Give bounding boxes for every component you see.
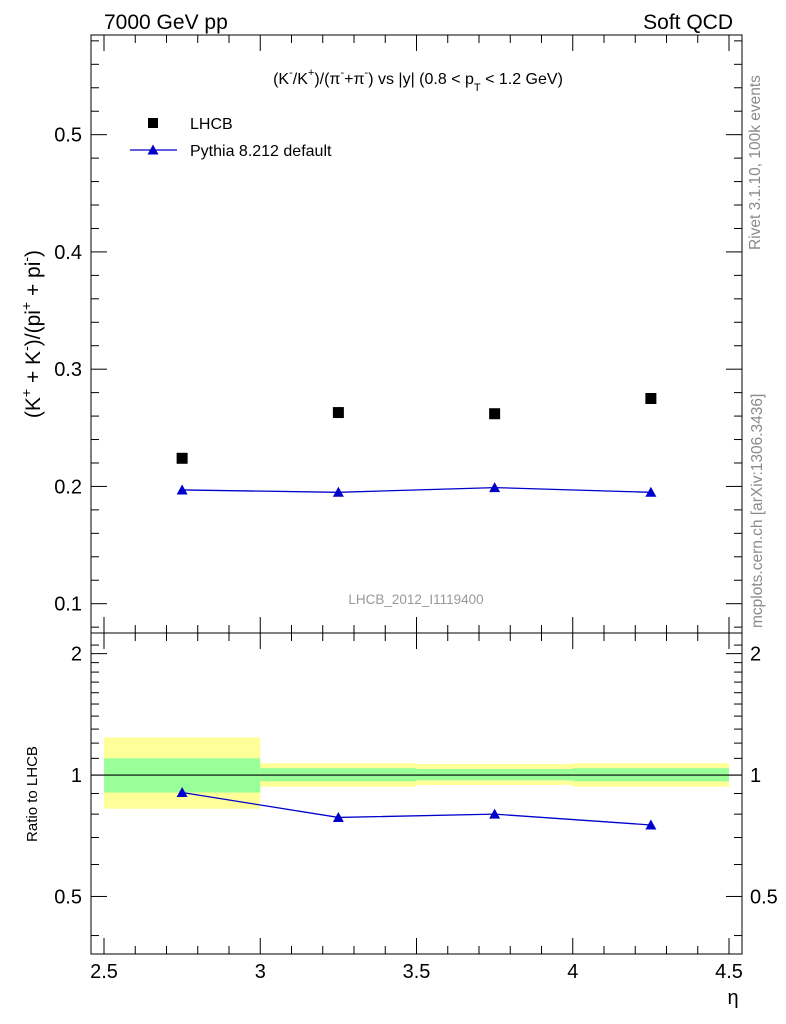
ratio-y-tick-label-right: 2 [750,644,761,666]
y-tick-label: 0.1 [54,594,82,616]
x-tick-label: 4.5 [715,961,743,983]
x-tick-label: 3.5 [403,961,431,983]
ratio-y-tick-label-right: 0.5 [750,886,778,908]
y-tick-label: 0.4 [54,242,82,264]
header-right: Soft QCD [643,11,733,34]
y-tick-label: 0.3 [54,359,82,381]
plot-title: (K-/K+)/(π-+π-) vs |y| (0.8 < pT < 1.2 G… [273,67,563,94]
ratio-y-tick-label: 0.5 [54,886,82,908]
ratio-y-axis-label: Ratio to LHCB [24,746,41,842]
pythia-data-point [489,482,501,493]
pythia-data-point [645,486,657,497]
y-axis-label: (K+ + K-)/(pi+ + pi-) [18,250,45,418]
legend-marker-lhcb [148,118,158,128]
x-tick-label: 3 [255,961,266,983]
ratio-plot: 0.5 0.5 1 1 2 2 2.5 3 3.5 4 4.5 Ratio to LHCB η [24,632,778,1009]
main-axis-ticks: 0.1 0.2 0.3 0.4 0.5 [54,35,742,633]
ratio-pythia-point [645,819,657,830]
y-tick-label: 0.5 [54,125,82,147]
pythia-line [182,486,651,493]
lhcb-data-point [645,392,657,404]
lhcb-data-point [332,407,344,419]
header-left: 7000 GeV pp [104,11,228,34]
lhcb-data-point [176,452,188,464]
main-plot: 0.1 0.2 0.3 0.4 0.5 (K-/K+)/(π-+π-) vs |y| (… [18,34,743,634]
ratio-pythia-point [176,787,188,798]
main-series-layer [176,392,657,497]
ratio-pythia-line [182,791,651,826]
ratio-pythia-point [332,811,344,822]
pythia-data-point [332,486,344,497]
ratio-bands-layer [91,737,742,809]
ratio-series-layer [176,787,657,830]
main-plot-frame [90,34,743,634]
legend-label-pythia: Pythia 8.212 default [190,143,332,160]
lhcb-data-point [489,408,501,420]
ratio-y-tick-label-right: 1 [750,765,761,787]
legend-label-lhcb: LHCB [190,116,233,133]
pythia-data-point [176,484,188,495]
mcplots-label: mcplots.cern.ch [arXiv:1306.3436] [749,394,766,628]
analysis-id: LHCB_2012_I1119400 [348,592,483,607]
x-tick-label: 4 [567,961,578,983]
x-tick-label: 2.5 [90,961,118,983]
ratio-y-tick-label: 2 [71,644,82,666]
legend: LHCB Pythia 8.212 default [130,116,332,160]
ratio-axis-ticks: 0.5 0.5 1 1 2 2 2.5 3 3.5 4 4.5 [54,633,778,983]
y-tick-label: 0.2 [54,476,82,498]
legend-marker-pythia [147,144,159,155]
ratio-y-tick-label: 1 [71,765,82,787]
x-axis-label: η [727,987,738,1009]
rivet-label: Rivet 3.1.10, 100k events [747,75,764,250]
ratio-pythia-point [489,808,501,819]
